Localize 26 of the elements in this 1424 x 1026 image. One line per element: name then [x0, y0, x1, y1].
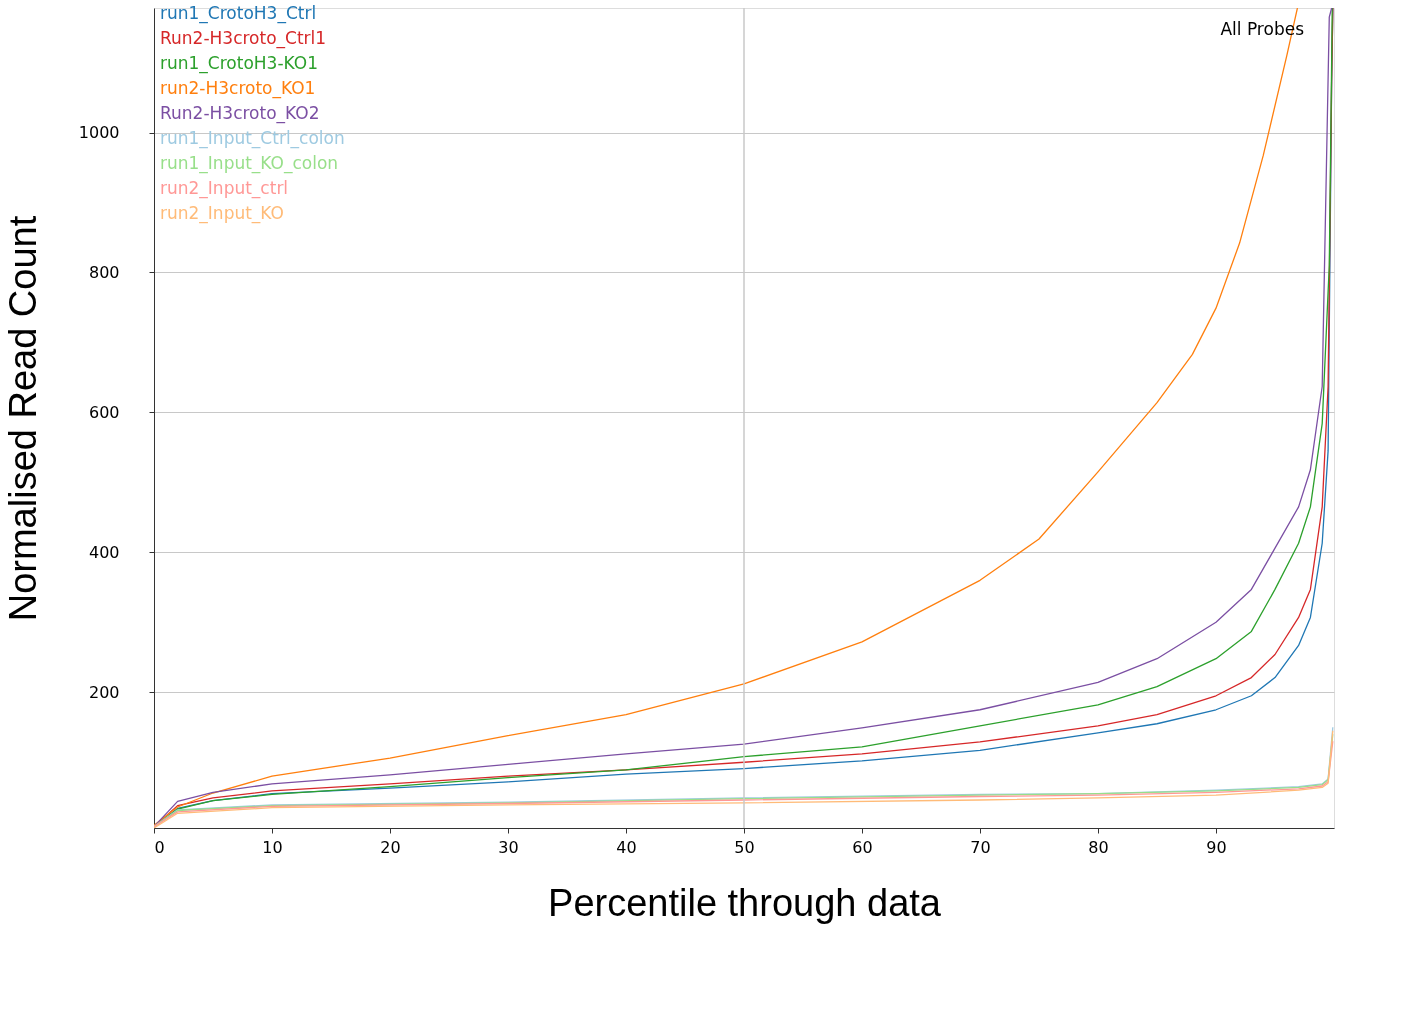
- text: run1_Input_Ctrl_colon: [160, 128, 345, 149]
- y-axis-title: Normalised Read Count: [1, 215, 44, 622]
- x-tick-label: 80: [1088, 837, 1109, 857]
- text: run1_CrotoH3-KO1: [160, 53, 318, 74]
- x-tick-label: 60: [852, 837, 873, 857]
- text: run2-H3croto_KO1: [160, 78, 316, 99]
- y-tick-label: 1000: [78, 123, 120, 143]
- text: run1_CrotoH3_Ctrl: [160, 3, 317, 24]
- text: run2_Input_KO: [160, 203, 284, 224]
- x-tick-label: 20: [380, 837, 401, 857]
- y-tick-label: 200: [88, 682, 120, 702]
- x-tick-label: 40: [616, 837, 637, 857]
- x-tick-label: 90: [1206, 837, 1227, 857]
- text: Run2-H3croto_Ctrl1: [160, 28, 327, 49]
- x-tick-label: 30: [498, 837, 519, 857]
- y-tick-label: 600: [88, 402, 120, 422]
- y-tick-label: 800: [88, 262, 120, 282]
- x-tick-label: 0: [154, 837, 165, 857]
- x-tick-label: 10: [262, 837, 283, 857]
- text: Run2-H3croto_KO2: [160, 103, 320, 124]
- text: run2_Input_ctrl: [160, 178, 289, 199]
- x-tick-label: 50: [734, 837, 755, 857]
- x-axis-title: Percentile through data: [548, 881, 942, 924]
- y-tick-label: 400: [88, 542, 120, 562]
- x-tick-label: 70: [970, 837, 991, 857]
- text: run1_Input_KO_colon: [160, 153, 339, 174]
